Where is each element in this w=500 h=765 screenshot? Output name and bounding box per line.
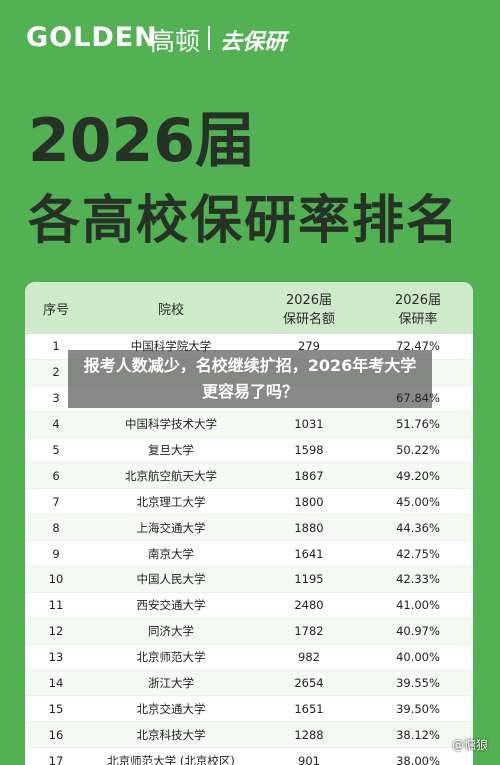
cell: 1651 [294,701,324,716]
column-header: 2026届 保研率 [394,293,442,327]
cell: 42.33% [396,572,440,587]
table-row: 4 中国科学技术大学 1031 51.76% [25,411,473,438]
cell: 17 [48,753,64,765]
brand-cn: 高顿 [150,27,201,56]
cell: 1195 [294,572,324,587]
header-row: 序号 院校 2026届 保研名额 2026届 保研率 [25,282,473,334]
cell: 1288 [294,727,324,742]
title-line: 各高校保研率排名 [28,191,461,251]
cell: 北京师范大学 [136,650,206,665]
table-row: 16 北京科技大学 1288 38.12% [25,722,473,749]
cell: 42.75% [396,546,440,561]
cell: 西安交通大学 [136,598,206,613]
cell: 45.00% [396,494,440,509]
cell: 2 [52,365,60,380]
cell: 北京科技大学 [136,727,206,742]
cell: 901 [298,753,320,765]
cell: 1 [52,339,60,354]
cell: 10 [48,572,64,587]
cell: 北京理工大学 [136,494,206,509]
cell: 1800 [294,494,324,509]
cell: 6 [52,468,60,483]
table-row: 12 同济大学 1782 40.97% [25,618,473,645]
cell: 中国科学技术大学 [125,417,217,432]
separator [208,26,210,50]
table-row: 6 北京航空航天大学 1867 49.20% [25,463,473,490]
column-header: 2026届 保研名额 [282,293,335,327]
cell: 1598 [294,443,324,457]
cell: 40.97% [396,624,440,639]
cell: 44.36% [396,520,440,535]
cell: 复旦大学 [148,443,194,457]
cell: 3 [52,391,60,406]
table-row: 10 中国人民大学 1195 42.33% [25,567,473,593]
table-row: 8 上海交通大学 1880 44.36% [25,515,473,542]
table-row: 9 南京大学 1641 42.75% [25,541,473,568]
cell: 38.12% [396,727,440,742]
table-row: 17 北京师范大学 (北京校区) 901 38.00% [25,748,473,765]
cell: 浙江大学 [148,676,194,691]
cell: 279 [298,339,320,354]
brand: GOLDEN [26,22,158,53]
table-row: 14 浙江大学 2654 39.55% [25,670,473,697]
cell: 39.50% [396,701,440,716]
table-row: 11 西安交通大学 2480 41.00% [25,593,473,619]
cell: 1641 [294,546,324,561]
cell: 12 [48,624,64,639]
cell: 15 [48,701,64,716]
table-row: 15 北京交通大学 1651 39.50% [25,696,473,723]
cell: 同济大学 [148,624,194,639]
cell: 38.00% [396,753,440,765]
cell: 1031 [294,417,324,432]
cell: 上海交通大学 [136,520,206,535]
cell: 5 [52,443,60,457]
partner: 去保研 [220,30,287,55]
cell: 50.22% [396,443,440,457]
cell: 7 [52,494,60,509]
cell: 72.47% [396,339,440,354]
cell: 2480 [294,598,324,613]
cell: 北京交通大学 [136,701,206,716]
cell: 2654 [294,676,324,691]
cell: 中国人民大学 [136,572,206,587]
cell: 8 [52,520,60,535]
cell: 1782 [294,624,324,639]
cell: 51.76% [396,417,440,432]
cell: 南京大学 [148,546,194,561]
cell: 39.55% [396,676,440,691]
cell: 982 [298,650,320,665]
cell: 14 [48,676,64,691]
banner: 报考人数减少，名校继续扩招，2026年考大学更容易了吗？ [68,350,432,408]
cell: 9 [52,546,60,561]
column-header: 序号 [42,302,69,318]
cell: 1867 [294,468,324,483]
watermark: @慵狼 [451,738,488,752]
cell: 1880 [294,520,324,535]
cell: 40.00% [396,650,440,665]
table-row: 13 北京师范大学 982 40.00% [25,645,473,671]
cell: 49.20% [396,468,440,483]
cell: 11 [48,598,64,613]
cell: 4 [52,417,60,432]
cell: 16 [48,727,64,742]
title-line: 2026届 [28,106,255,176]
table-row: 5 复旦大学 1598 50.22% [25,438,473,464]
cell: 中国科学院大学 [130,339,212,354]
cell: 北京航空航天大学 [125,468,217,483]
cell: 13 [48,650,64,665]
cell: 北京师范大学 (北京校区) [107,753,235,765]
table-row: 7 北京理工大学 1800 45.00% [25,489,473,516]
column-header: 院校 [157,302,184,318]
cell: 41.00% [396,598,440,613]
